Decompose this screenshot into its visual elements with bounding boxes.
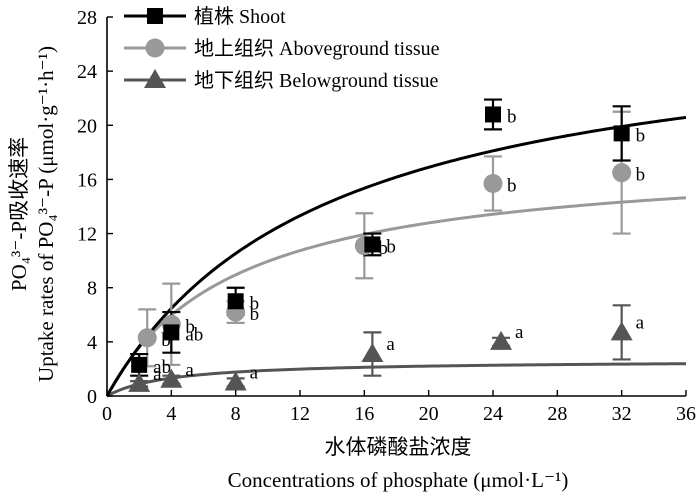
legend-item-belowground: 地下组织 Belowground tissue (124, 69, 439, 92)
x-tick-label-12: 12 (290, 403, 310, 425)
legend-label-belowground: 地下组织 Belowground tissue (194, 69, 439, 92)
sig-label-belowground-4: a (515, 322, 524, 343)
legend: 植株 Shoot 地上组织 Aboveground tissue 地下组织 Belo… (124, 5, 440, 92)
sig-label-shoot-2: b (250, 293, 260, 314)
point-shoot-3 (364, 236, 381, 253)
legend-marker-aboveground (145, 38, 165, 58)
point-shoot-2 (227, 293, 244, 310)
fit-curves (105, 115, 687, 398)
y-tick-label-28: 28 (77, 7, 97, 29)
point-belowground-2 (224, 371, 247, 391)
y-tick-label-8: 8 (87, 278, 97, 300)
y-tick-label-12: 12 (77, 224, 97, 246)
fit-curve-belowground (106, 362, 687, 398)
x-tick-label-20: 20 (419, 403, 439, 425)
x-tick-label-36: 36 (676, 403, 696, 425)
legend-item-shoot: 植株 Shoot (124, 5, 286, 28)
point-belowground-3 (361, 343, 384, 363)
legend-marker-shoot (147, 8, 163, 24)
sig-label-aboveground-3: b (378, 238, 388, 259)
y-tick-label-4: 4 (87, 332, 97, 354)
sig-label-belowground-1: a (185, 360, 194, 381)
legend-marker-belowground (144, 69, 166, 88)
y-axis-title-en: Uptake rates of PO₄³⁻-P (μmol·g⁻¹·h⁻¹) (34, 46, 58, 382)
x-tick-label-16: 16 (354, 403, 374, 425)
point-belowground-1 (160, 368, 183, 388)
sig-label-aboveground-0: b (161, 330, 171, 351)
sig-label-shoot-3: b (386, 236, 396, 257)
sig-label-aboveground-2: b (250, 304, 260, 325)
x-axis-title-cn: 水体磷酸盐浓度 (325, 435, 472, 459)
legend-label-aboveground: 地上组织 Aboveground tissue (194, 37, 440, 60)
x-tick-label-0: 0 (102, 403, 112, 425)
point-shoot-4 (485, 106, 501, 123)
point-aboveground-0 (137, 328, 157, 348)
point-shoot-5 (613, 125, 630, 142)
point-shoot-1 (163, 324, 180, 341)
fit-curve-shoot (105, 115, 687, 397)
sig-label-belowground-0: a (153, 364, 162, 385)
x-tick-label-8: 8 (231, 403, 241, 425)
x-tick-label-28: 28 (547, 403, 567, 425)
y-tick-label-0: 0 (87, 386, 97, 408)
legend-item-aboveground: 地上组织 Aboveground tissue (124, 37, 440, 60)
x-tick-label-4: 4 (166, 403, 176, 425)
data-points (128, 106, 633, 392)
point-shoot-0 (131, 356, 148, 373)
x-tick-label-24: 24 (483, 403, 503, 425)
point-belowground-5 (610, 321, 633, 341)
sig-label-shoot-1: ab (185, 324, 203, 345)
axes: 0 4 8 12 16 20 24 28 32 36 0 4 8 12 16 20 24 28 (77, 7, 696, 425)
sig-label-aboveground-1: b (185, 316, 195, 337)
fit-curve-aboveground (105, 196, 687, 397)
sig-label-belowground-5: a (636, 312, 645, 333)
sig-label-belowground-2: a (250, 362, 259, 383)
y-tick-label-20: 20 (77, 115, 97, 137)
legend-label-shoot: 植株 Shoot (194, 5, 286, 28)
x-axis-title-en: Concentrations of phosphate (μmol·L⁻¹) (228, 468, 569, 492)
point-aboveground-4 (483, 173, 503, 193)
point-aboveground-5 (612, 163, 632, 183)
point-belowground-0 (128, 372, 151, 392)
y-tick-label-24: 24 (77, 61, 97, 83)
y-tick-label-16: 16 (77, 169, 97, 191)
sig-label-aboveground-5: b (636, 165, 646, 186)
sig-label-shoot-4: b (507, 106, 517, 127)
sig-label-shoot-0: ab (153, 357, 171, 378)
point-belowground-4 (490, 330, 513, 350)
sig-label-shoot-5: b (636, 125, 646, 146)
sig-label-aboveground-4: b (507, 175, 517, 196)
y-axis-title-cn: PO₄³⁻-P吸收速率 (7, 137, 31, 291)
x-tick-label-32: 32 (612, 403, 632, 425)
sig-label-belowground-3: a (386, 334, 395, 355)
